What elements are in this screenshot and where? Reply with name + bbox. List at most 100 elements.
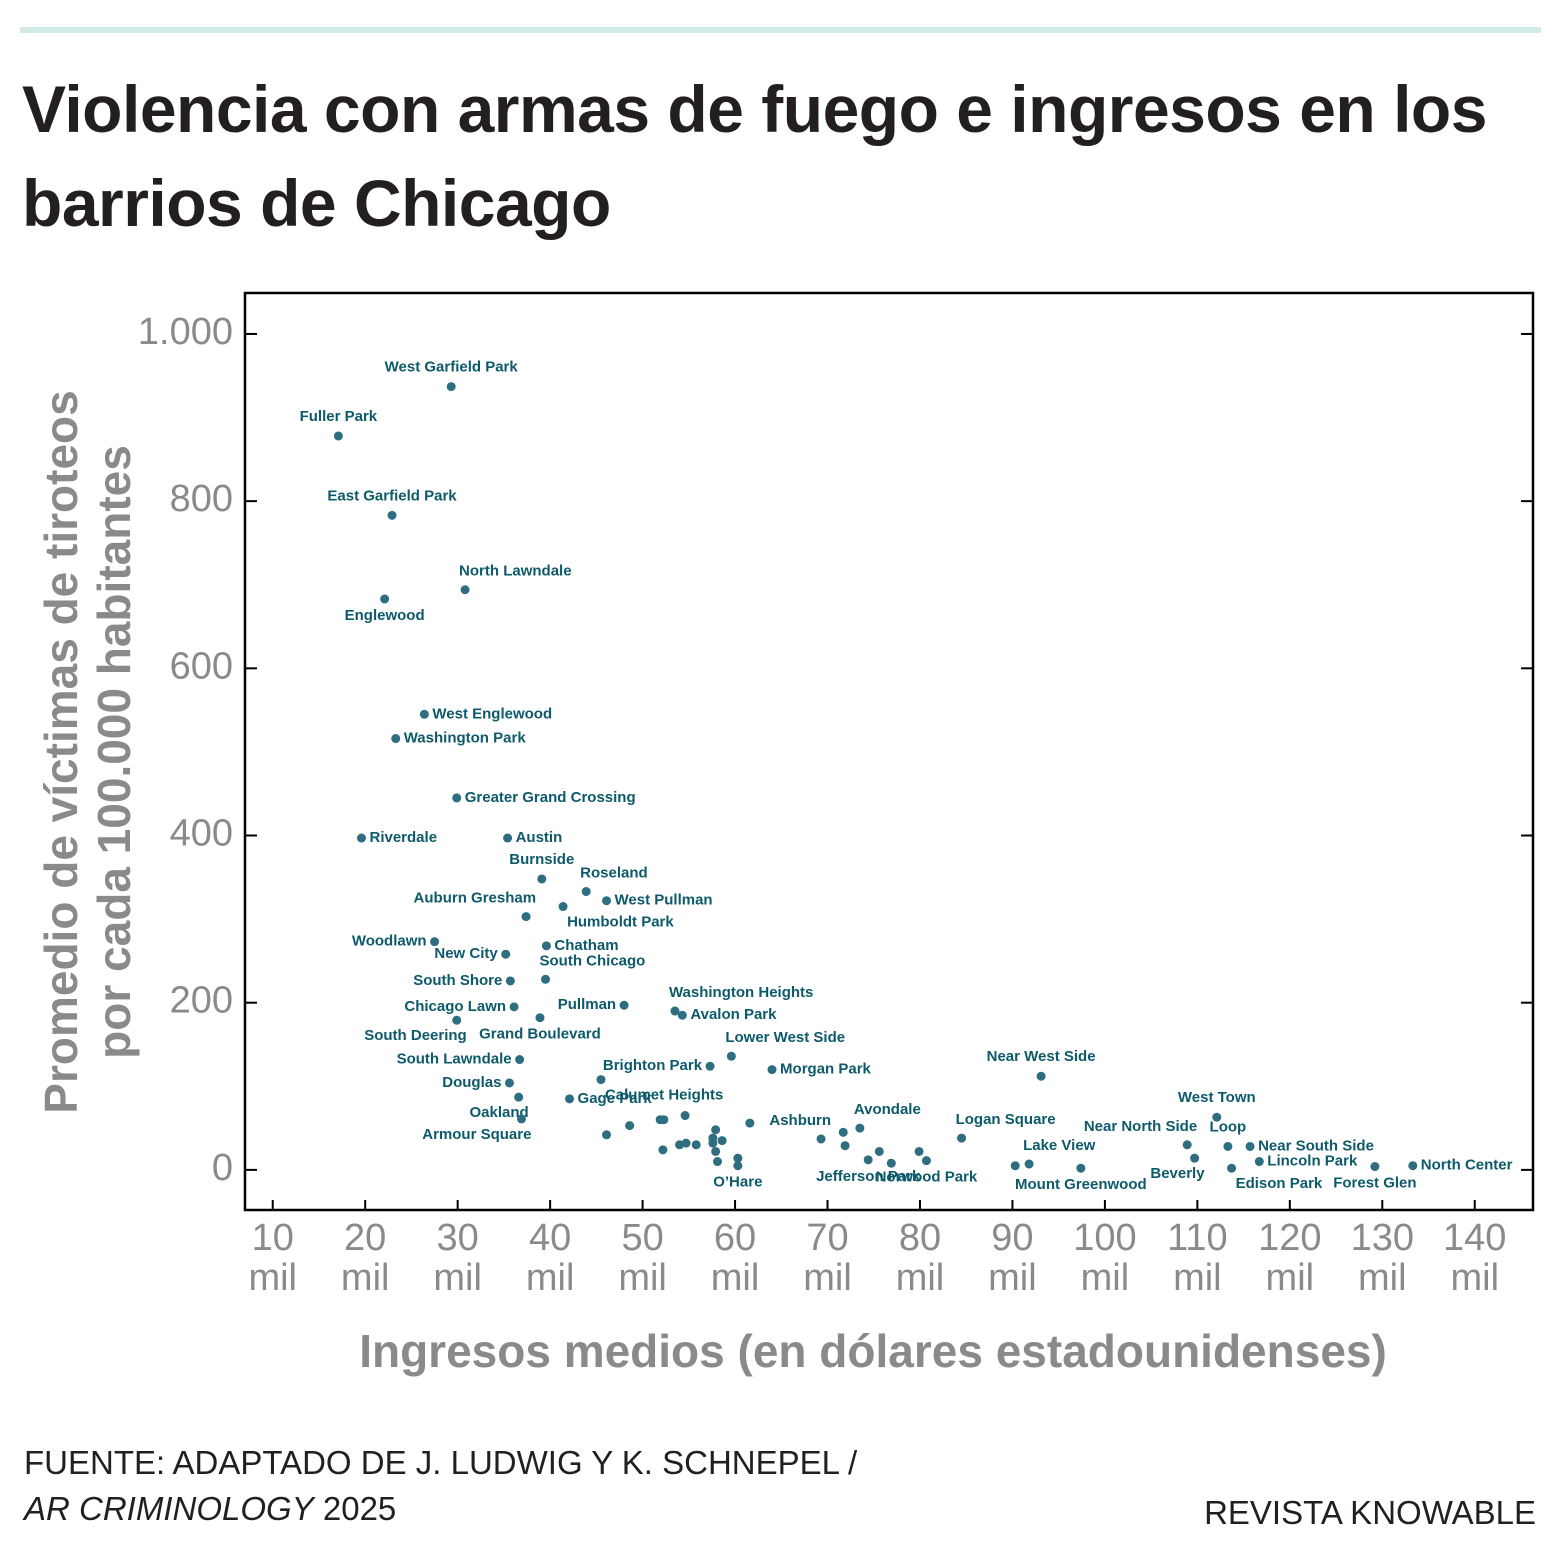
point bbox=[387, 510, 397, 520]
point bbox=[505, 976, 515, 986]
point-label: Oakland bbox=[470, 1104, 529, 1121]
point-label: Edison Park bbox=[1236, 1175, 1323, 1192]
point-label: Lower West Side bbox=[725, 1029, 845, 1046]
point-label: Roseland bbox=[580, 864, 648, 881]
point-label: Auburn Gresham bbox=[414, 890, 537, 907]
point bbox=[658, 1145, 668, 1155]
point bbox=[419, 709, 429, 719]
point bbox=[391, 734, 401, 744]
point bbox=[711, 1125, 721, 1135]
y-tick-label: 200 bbox=[170, 980, 233, 1022]
point bbox=[767, 1065, 777, 1075]
point-label: Riverdale bbox=[370, 829, 438, 846]
point bbox=[1254, 1157, 1264, 1167]
x-tick-label-line: mil bbox=[341, 1257, 390, 1299]
point bbox=[535, 1013, 545, 1023]
point-label: Morgan Park bbox=[780, 1061, 872, 1078]
point bbox=[537, 874, 547, 884]
x-tick-label-line: 100 bbox=[1073, 1217, 1136, 1259]
point bbox=[1190, 1153, 1200, 1163]
point bbox=[681, 1138, 691, 1148]
point bbox=[691, 1140, 701, 1150]
x-tick-label-line: mil bbox=[988, 1257, 1037, 1299]
y-axis-label: por cada 100.000 habitantes bbox=[88, 445, 140, 1059]
x-tick-label-line: mil bbox=[1358, 1257, 1407, 1299]
x-tick-label-line: 90 bbox=[991, 1217, 1033, 1259]
point bbox=[514, 1092, 524, 1102]
point-label: West Town bbox=[1178, 1089, 1256, 1106]
point-label: Jefferson Park bbox=[816, 1168, 921, 1185]
point bbox=[677, 1010, 687, 1020]
point bbox=[816, 1134, 826, 1144]
point-label: Humboldt Park bbox=[567, 914, 674, 931]
point bbox=[1076, 1163, 1086, 1173]
point bbox=[541, 974, 551, 984]
x-tick-label-line: 130 bbox=[1351, 1217, 1414, 1259]
point-label: Brighton Park bbox=[603, 1057, 703, 1074]
point-label: Douglas bbox=[442, 1074, 501, 1091]
x-tick-label-line: mil bbox=[248, 1257, 297, 1299]
credit: REVISTA KNOWABLE bbox=[1204, 1494, 1536, 1531]
point bbox=[504, 1078, 514, 1088]
point-label: Loop bbox=[1210, 1118, 1247, 1135]
x-tick-label-line: 110 bbox=[1167, 1217, 1228, 1259]
point-label: Beverly bbox=[1150, 1165, 1205, 1182]
chart-title: Violencia con armas de fuego e ingresos … bbox=[22, 72, 1487, 240]
point-label: West Garfield Park bbox=[385, 359, 519, 376]
x-tick-label: 130 mil bbox=[1351, 1217, 1414, 1299]
point-label: South Shore bbox=[413, 972, 502, 989]
x-tick-label-line: mil bbox=[618, 1257, 667, 1299]
x-tick-label: 70 mil bbox=[803, 1217, 852, 1299]
x-tick-label-line: mil bbox=[1081, 1257, 1130, 1299]
point bbox=[874, 1146, 884, 1156]
point bbox=[708, 1138, 718, 1148]
point-label: West Pullman bbox=[615, 892, 713, 909]
point-label: Chatham bbox=[554, 937, 618, 954]
point bbox=[1408, 1161, 1418, 1171]
point bbox=[680, 1111, 690, 1121]
x-tick-label-line: mil bbox=[1450, 1257, 1499, 1299]
point bbox=[357, 833, 367, 843]
source-year: 2025 bbox=[322, 1490, 397, 1527]
point-label: Chicago Lawn bbox=[404, 998, 506, 1015]
point-label: Forest Glen bbox=[1333, 1175, 1416, 1192]
point bbox=[914, 1146, 924, 1156]
point bbox=[460, 585, 470, 595]
x-tick-label-line: 50 bbox=[621, 1217, 663, 1259]
x-tick-label-line: mil bbox=[1173, 1257, 1222, 1299]
point-label: Lake View bbox=[1023, 1137, 1096, 1154]
x-tick-label-line: 120 bbox=[1258, 1217, 1321, 1259]
point-label: Greater Grand Crossing bbox=[465, 789, 636, 806]
x-tick-label-line: 60 bbox=[714, 1217, 756, 1259]
x-tick-label-line: 30 bbox=[437, 1217, 479, 1259]
point bbox=[596, 1075, 606, 1085]
plot-frame bbox=[243, 291, 1535, 1212]
point-label: North Lawndale bbox=[459, 563, 572, 580]
point bbox=[1010, 1161, 1020, 1171]
point bbox=[1227, 1163, 1237, 1173]
x-tick-label-line: 40 bbox=[529, 1217, 571, 1259]
point bbox=[712, 1157, 722, 1167]
point bbox=[1024, 1159, 1034, 1169]
point bbox=[886, 1158, 896, 1168]
point bbox=[745, 1118, 755, 1128]
point bbox=[565, 1094, 575, 1104]
x-tick-label-line: 140 bbox=[1443, 1217, 1506, 1259]
point bbox=[1212, 1112, 1222, 1122]
point-label: Gage Park bbox=[578, 1090, 653, 1107]
point bbox=[1245, 1141, 1255, 1151]
x-tick-label: 50 mil bbox=[618, 1217, 667, 1299]
point bbox=[733, 1161, 743, 1171]
point bbox=[521, 912, 531, 922]
point bbox=[619, 1000, 629, 1010]
point-label: Armour Square bbox=[422, 1126, 531, 1143]
x-tick-label: 30 mil bbox=[433, 1217, 482, 1299]
point bbox=[1223, 1141, 1233, 1151]
x-tick-label: 40 mil bbox=[526, 1217, 575, 1299]
point bbox=[711, 1146, 721, 1156]
x-tick-label: 140 mil bbox=[1443, 1217, 1506, 1299]
y-tick-label: 0 bbox=[212, 1147, 233, 1189]
x-tick-label-line: mil bbox=[1266, 1257, 1315, 1299]
x-tick-label: 20 mil bbox=[341, 1217, 390, 1299]
